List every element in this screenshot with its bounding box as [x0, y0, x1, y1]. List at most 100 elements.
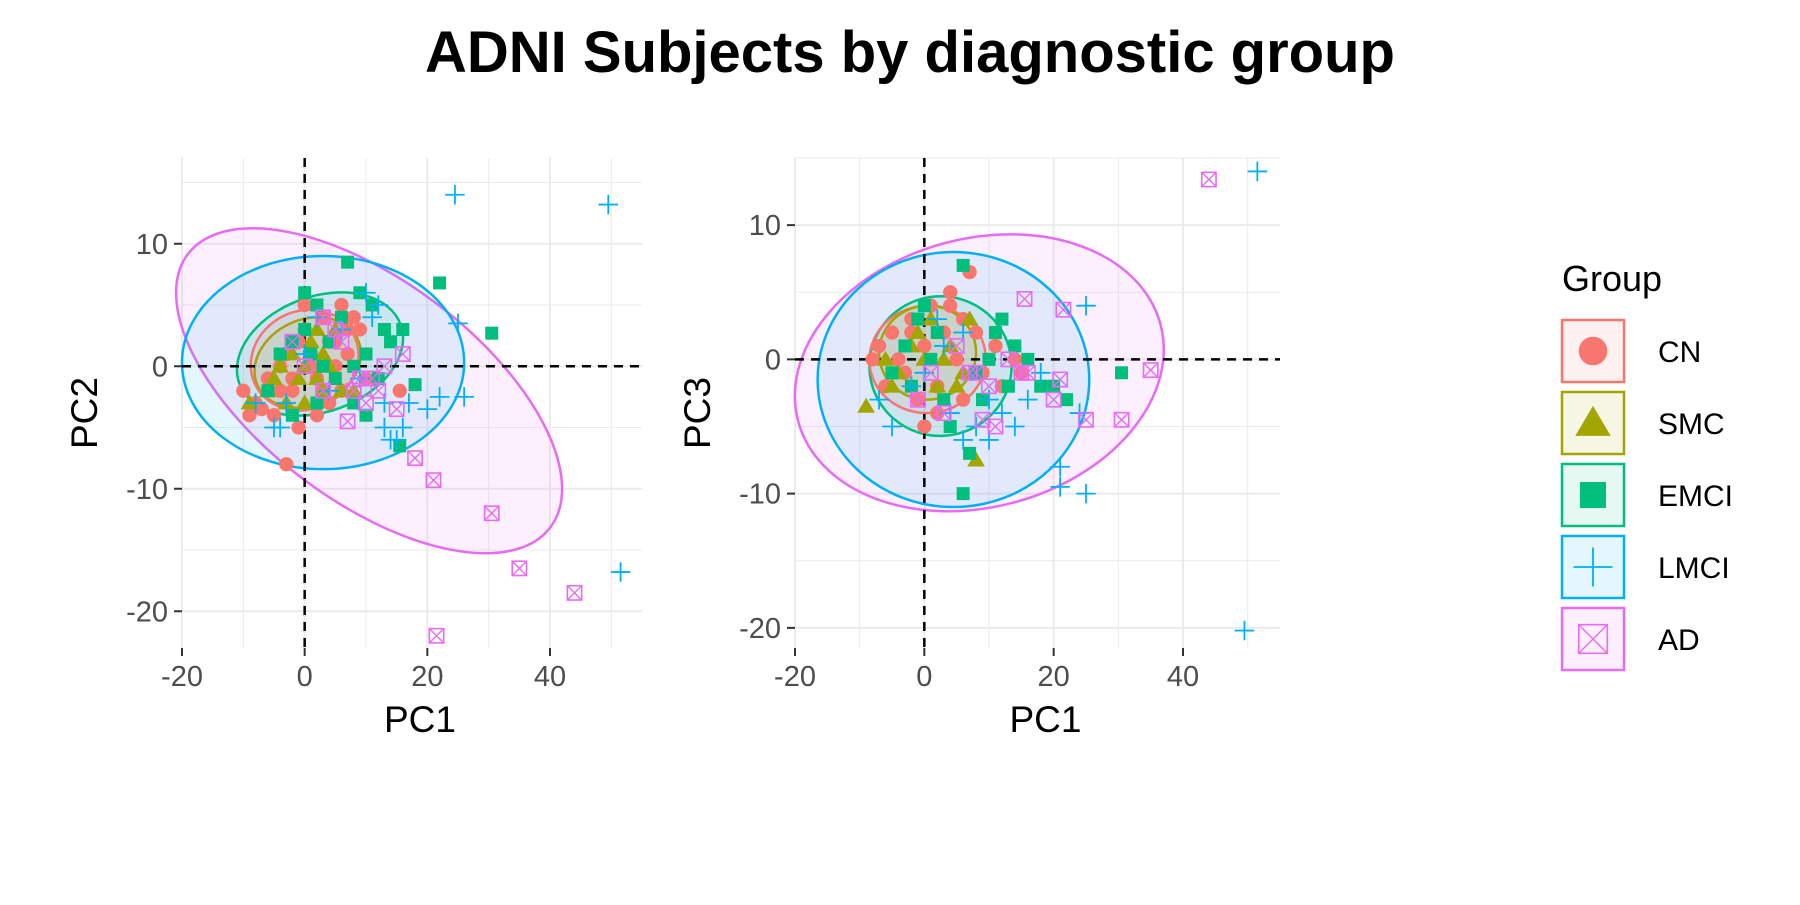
- point-cn: [236, 383, 251, 398]
- point-cn: [871, 338, 887, 354]
- point-lmci: [454, 387, 474, 407]
- points: [236, 185, 631, 644]
- point-emci: [1021, 352, 1035, 366]
- legend-item-ad: AD: [1560, 606, 1700, 672]
- point-ad: [935, 405, 952, 422]
- point-cn: [943, 298, 958, 313]
- point-ad: [1052, 371, 1069, 388]
- point-smc: [326, 320, 345, 336]
- point-cn: [254, 401, 269, 417]
- point-lmci: [445, 185, 465, 205]
- point-smc: [960, 310, 979, 326]
- legend-title: Group: [1562, 258, 1662, 299]
- point-cn: [272, 383, 288, 398]
- y-tick-label: 0: [765, 344, 781, 376]
- legend-label: CN: [1658, 336, 1701, 369]
- point-emci: [298, 323, 312, 336]
- point-emci: [988, 326, 1002, 340]
- point-ad: [339, 413, 356, 430]
- point-smc: [289, 369, 308, 385]
- point-smc: [271, 357, 289, 373]
- point-emci: [322, 335, 336, 349]
- point-smc: [283, 345, 302, 361]
- point-ad: [315, 382, 332, 399]
- point-lmci: [374, 417, 395, 438]
- legend: Group CN SMC EMCI LMCI AD: [1560, 258, 1733, 672]
- point-emci: [982, 352, 996, 366]
- legend-marker: [1580, 482, 1606, 508]
- x-tick-label: 40: [534, 661, 566, 693]
- y-tick-label: -10: [739, 479, 781, 511]
- point-emci: [917, 299, 931, 313]
- point-cn: [346, 310, 361, 325]
- point-lmci: [368, 295, 389, 315]
- legend-item-emci: EMCI: [1560, 462, 1733, 528]
- point-smc: [301, 333, 320, 349]
- point-cn: [884, 325, 900, 340]
- y-tick-label: -20: [126, 596, 168, 628]
- point-lmci: [245, 393, 266, 413]
- point-emci: [310, 298, 324, 312]
- legend-label: LMCI: [1658, 552, 1730, 585]
- point-ad: [511, 560, 528, 577]
- point-emci: [1115, 366, 1129, 380]
- ellipse-ad: [174, 227, 564, 555]
- point-cn: [891, 352, 906, 367]
- legend-item-cn: CN: [1560, 318, 1701, 384]
- point-emci: [377, 323, 391, 336]
- point-emci: [334, 310, 348, 324]
- point-ad: [296, 358, 313, 375]
- legend-marker: [1575, 405, 1611, 436]
- point-emci: [285, 408, 299, 422]
- y-tick-label: 10: [749, 210, 781, 242]
- ellipse-lmci: [816, 250, 1091, 509]
- x-axis-label: PC1: [384, 699, 456, 740]
- point-emci: [911, 312, 925, 326]
- point-ad: [345, 382, 362, 399]
- point-smc: [295, 394, 314, 410]
- point-emci: [347, 359, 361, 373]
- point-lmci: [294, 344, 315, 364]
- point-ad: [333, 333, 350, 350]
- point-ad: [968, 364, 985, 381]
- point-smc: [934, 350, 953, 366]
- point-lmci: [1050, 457, 1070, 477]
- x-tick-label: 20: [411, 661, 443, 693]
- point-smc: [314, 382, 332, 398]
- point-emci: [898, 339, 912, 353]
- point-smc: [308, 369, 326, 385]
- point-lmci: [1050, 477, 1070, 497]
- point-ad: [948, 337, 965, 354]
- legend-label: AD: [1658, 624, 1700, 657]
- point-emci: [924, 352, 938, 366]
- point-smc: [240, 394, 259, 410]
- point-emci: [937, 393, 951, 407]
- point-lmci: [1005, 416, 1025, 437]
- point-cn: [943, 285, 958, 300]
- point-cn: [309, 408, 325, 423]
- point-ad: [1019, 364, 1036, 381]
- point-emci: [341, 255, 355, 269]
- point-emci: [347, 396, 361, 410]
- point-emci: [1001, 379, 1015, 393]
- point-cn: [917, 419, 932, 434]
- point-emci: [963, 446, 977, 460]
- point-lmci: [882, 416, 902, 437]
- point-ad: [428, 627, 445, 644]
- point-lmci: [380, 430, 401, 450]
- point-emci: [943, 419, 957, 433]
- point-lmci: [953, 430, 973, 450]
- legend-item-lmci: LMCI: [1560, 534, 1730, 600]
- point-emci: [885, 366, 899, 380]
- point-ad: [1113, 411, 1130, 428]
- point-smc: [876, 350, 895, 366]
- point-smc: [928, 377, 947, 393]
- x-axis-label: PC1: [1010, 699, 1082, 740]
- point-emci: [316, 359, 330, 373]
- point-ad: [566, 584, 583, 601]
- legend-key: [1560, 534, 1626, 600]
- x-tick-label: 0: [916, 661, 932, 693]
- point-cn: [988, 338, 1003, 354]
- points: [857, 161, 1268, 641]
- point-smc: [909, 323, 927, 339]
